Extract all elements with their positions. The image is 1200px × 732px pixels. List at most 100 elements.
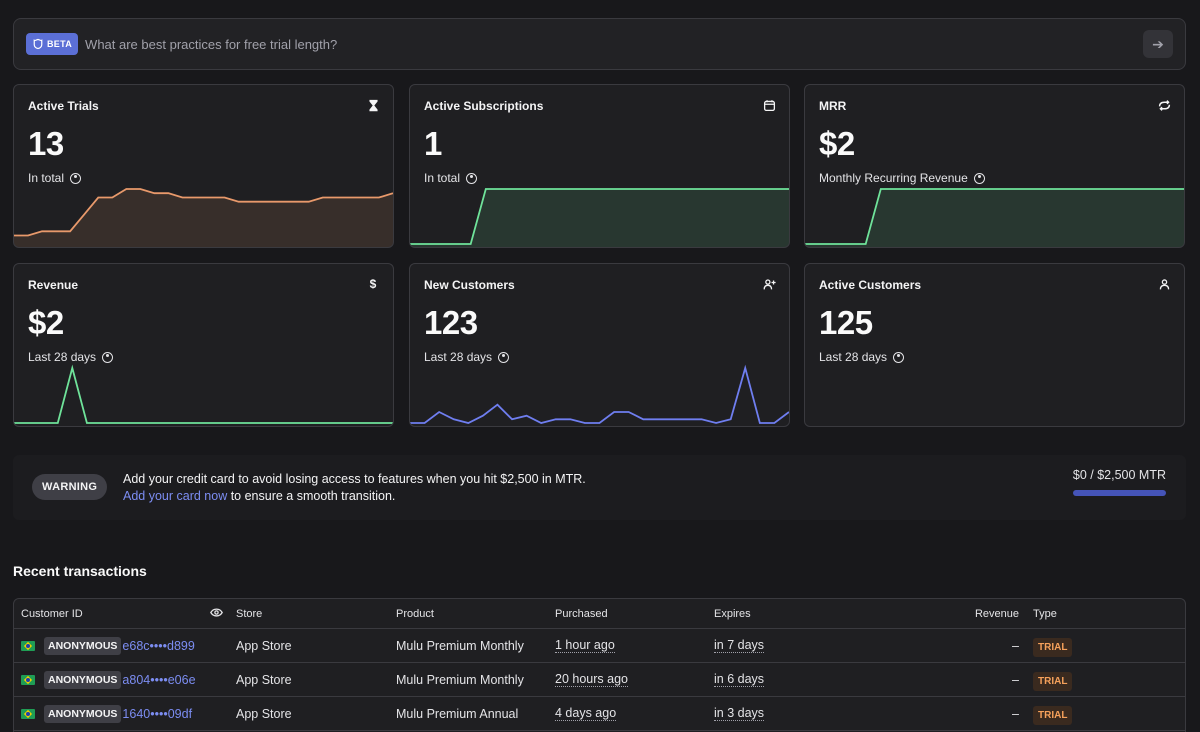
arrow-right-icon: ➔ — [1152, 35, 1164, 52]
table-row[interactable]: ANONYMOUS a804••••e06e App Store Mulu Pre… — [14, 663, 1185, 697]
type-cell: TRIAL — [1033, 671, 1073, 691]
mtr-usage-label: $0 / $2,500 MTR — [1072, 468, 1166, 482]
warning-line-2: Add your card now to ensure a smooth tra… — [123, 488, 586, 505]
card-value: 13 — [28, 125, 64, 162]
card-subtitle-text: Last 28 days — [424, 350, 493, 364]
card-active-subscriptions[interactable]: Active Subscriptions 1 In total — [409, 84, 790, 248]
trial-badge: TRIAL — [1033, 637, 1073, 657]
header-purchased: Purchased — [555, 607, 608, 620]
warning-line-2-text: to ensure a smooth transition. — [227, 489, 396, 503]
sparkline-line — [410, 189, 789, 244]
billing-warning: WARNING Add your credit card to avoid lo… — [13, 455, 1186, 520]
card-title: MRR — [819, 99, 847, 113]
anonymous-badge: ANONYMOUS — [44, 704, 122, 723]
table-header: Customer ID Store Product Purchased Expi… — [14, 599, 1185, 629]
card-title: Active Customers — [819, 278, 922, 292]
active-trials-sparkline — [14, 183, 393, 247]
brazil-flag-icon — [21, 708, 35, 719]
transactions-table: Customer ID Store Product Purchased Expi… — [13, 598, 1186, 732]
card-title: Active Trials — [28, 99, 99, 113]
header-expires: Expires — [714, 607, 751, 620]
type-cell: TRIAL — [1033, 637, 1073, 657]
card-value: $2 — [819, 125, 855, 162]
shield-icon — [33, 38, 43, 50]
card-active-trials[interactable]: Active Trials 13 In total — [13, 84, 394, 248]
header-product: Product — [396, 607, 434, 620]
customer-cell: ANONYMOUS a804••••e06e — [21, 670, 196, 689]
purchased-cell: 4 days ago — [555, 706, 617, 721]
sparkline-line — [14, 368, 393, 423]
anonymous-badge: ANONYMOUS — [44, 636, 122, 655]
product-cell: Mulu Premium Monthly — [396, 672, 524, 687]
sparkline-line — [805, 189, 1184, 244]
sparkline-area — [410, 189, 789, 247]
card-subtitle: Monthly Recurring Revenue — [819, 171, 985, 185]
info-icon[interactable] — [498, 351, 510, 363]
send-button[interactable]: ➔ — [1143, 30, 1173, 58]
store-cell: App Store — [236, 638, 292, 653]
warning-text: Add your credit card to avoid losing acc… — [123, 471, 586, 505]
info-icon[interactable] — [70, 172, 82, 184]
ask-ai-bar: BETA ➔ — [13, 18, 1186, 70]
header-store: Store — [236, 607, 263, 620]
user-plus-icon — [761, 276, 777, 292]
card-title: New Customers — [424, 278, 515, 292]
sparkline-line — [410, 368, 789, 423]
hourglass-icon — [365, 97, 381, 113]
expires-cell: in 3 days — [714, 706, 765, 721]
anonymous-badge: ANONYMOUS — [44, 670, 122, 689]
card-subtitle-text: Last 28 days — [819, 350, 888, 364]
eye-icon[interactable] — [210, 607, 223, 620]
card-title: Active Subscriptions — [424, 99, 544, 113]
customer-cell: ANONYMOUS e68c••••d899 — [21, 636, 195, 655]
expires-cell: in 7 days — [714, 638, 765, 653]
ask-input[interactable] — [85, 36, 1143, 52]
card-subtitle: In total — [28, 171, 82, 185]
revenue-cell: – — [1012, 638, 1019, 653]
trial-badge: TRIAL — [1033, 705, 1073, 725]
header-customer-id: Customer ID — [21, 607, 83, 620]
table-row[interactable]: ANONYMOUS e68c••••d899 App Store Mulu Pre… — [14, 629, 1185, 663]
brazil-flag-icon — [21, 640, 35, 651]
card-value: 1 — [424, 125, 442, 162]
sparkline-area — [14, 189, 393, 247]
beta-badge-label: BETA — [47, 39, 73, 49]
purchased-cell: 20 hours ago — [555, 672, 628, 687]
beta-badge: BETA — [26, 33, 79, 55]
info-icon[interactable] — [466, 172, 478, 184]
product-cell: Mulu Premium Monthly — [396, 638, 524, 653]
recent-transactions-title: Recent transactions — [13, 563, 147, 579]
card-value: 125 — [819, 304, 873, 341]
warning-line-1: Add your credit card to avoid losing acc… — [123, 472, 586, 486]
card-active-customers[interactable]: Active Customers 125 Last 28 days — [804, 263, 1185, 427]
store-cell: App Store — [236, 706, 292, 721]
customer-id-link[interactable]: a804••••e06e — [122, 672, 196, 687]
info-icon[interactable] — [893, 351, 905, 363]
card-value: $2 — [28, 304, 64, 341]
repeat-icon — [1156, 97, 1172, 113]
store-cell: App Store — [236, 672, 292, 687]
customer-id-link[interactable]: e68c••••d899 — [122, 638, 195, 653]
revenue-cell: – — [1012, 706, 1019, 721]
revenue-cell: – — [1012, 672, 1019, 687]
customer-id-link[interactable]: 1640••••09df — [122, 706, 193, 721]
expires-cell: in 6 days — [714, 672, 765, 687]
card-revenue[interactable]: Revenue $ $2 Last 28 days — [13, 263, 394, 427]
mtr-progress-bar — [1073, 490, 1166, 496]
card-subtitle-text: In total — [28, 171, 65, 185]
dollar-icon: $ — [369, 277, 377, 291]
info-icon[interactable] — [973, 172, 985, 184]
user-icon — [1156, 276, 1172, 292]
table-row[interactable]: ANONYMOUS 1640••••09df App Store Mulu Pre… — [14, 697, 1185, 731]
trial-badge: TRIAL — [1033, 671, 1073, 691]
card-new-customers[interactable]: New Customers 123 Last 28 days — [409, 263, 790, 427]
add-card-link[interactable]: Add your card now — [123, 489, 228, 503]
card-mrr[interactable]: MRR $2 Monthly Recurring Revenue — [804, 84, 1185, 248]
brazil-flag-icon — [21, 674, 35, 685]
type-cell: TRIAL — [1033, 705, 1073, 725]
info-icon[interactable] — [102, 351, 114, 363]
card-subtitle: Last 28 days — [424, 350, 510, 364]
sparkline-area — [805, 189, 1184, 247]
sparkline-line — [14, 189, 393, 236]
customer-cell: ANONYMOUS 1640••••09df — [21, 704, 193, 723]
